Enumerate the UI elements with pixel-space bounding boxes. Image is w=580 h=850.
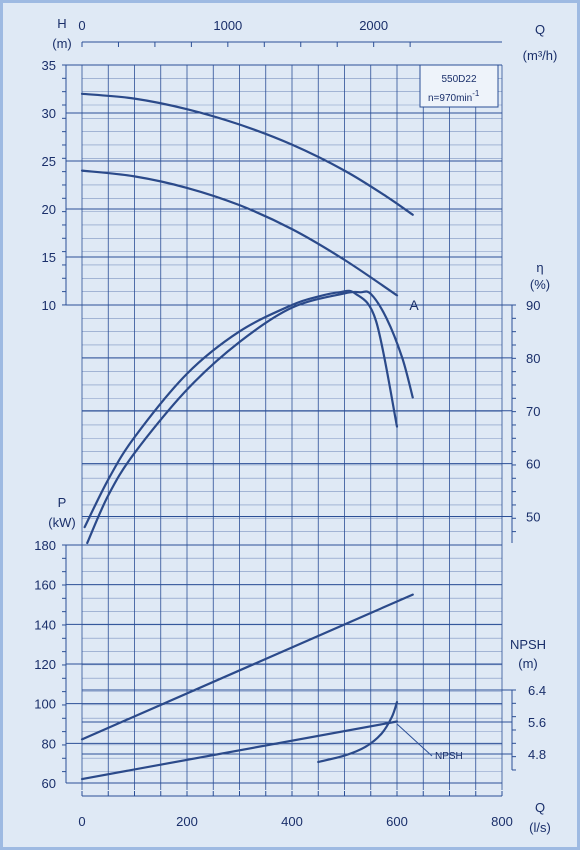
efficiency-tick-label: 60 — [526, 457, 540, 472]
flow-m3h-tick-label: 0 — [78, 18, 85, 33]
power-tick-label: 120 — [34, 657, 56, 672]
efficiency-axis-title: η — [536, 260, 543, 275]
curve-a-label: A — [409, 297, 419, 313]
flow-ls-tick-label: 800 — [491, 814, 513, 829]
legend-speed-text: n=970min — [428, 93, 472, 104]
head-curve-1 — [80, 92, 414, 216]
head-axis-unit: (m) — [52, 36, 72, 51]
flow-ls-tick-label: 600 — [386, 814, 408, 829]
flow-m3h-axis-title: Q — [535, 22, 545, 37]
power-tick-label: 100 — [34, 697, 56, 712]
head-tick-label: 20 — [42, 202, 56, 217]
npsh-tick-label: 4.8 — [528, 747, 546, 762]
efficiency-axis-unit: (%) — [530, 277, 550, 292]
npsh-axis-unit: (m) — [518, 656, 538, 671]
power-tick-label: 160 — [34, 578, 56, 593]
power-axis-title: P — [58, 495, 67, 510]
head-tick-label: 30 — [42, 106, 56, 121]
flow-ls-tick-label: 0 — [78, 814, 85, 829]
power-axis-unit: (kW) — [48, 515, 75, 530]
flow-ls-axis-unit: (l/s) — [529, 820, 551, 835]
npsh-tick-label: 5.6 — [528, 715, 546, 730]
efficiency-tick-label: 50 — [526, 510, 540, 525]
npsh-axis-title: NPSH — [510, 637, 546, 652]
flow-ls-tick-label: 400 — [281, 814, 303, 829]
head-tick-label: 35 — [42, 58, 56, 73]
head-curve-2 — [80, 169, 399, 297]
npsh-leader-line — [396, 723, 433, 757]
efficiency-tick-label: 70 — [526, 404, 540, 419]
head-tick-label: 15 — [42, 250, 56, 265]
flow-m3h-tick-label: 2000 — [359, 18, 388, 33]
legend-speed-exponent: -1 — [472, 89, 480, 98]
power-curve-6 — [80, 720, 399, 781]
power-tick-label: 180 — [34, 538, 56, 553]
npsh-curve-7 — [317, 700, 399, 764]
efficiency-curve-3 — [83, 289, 399, 529]
power-tick-label: 80 — [42, 736, 56, 751]
head-axis-title: H — [57, 16, 66, 31]
flow-ls-axis-title: Q — [535, 800, 545, 815]
legend-speed: n=970min-1 — [428, 89, 480, 104]
flow-m3h-axis-unit: (m³/h) — [523, 48, 558, 63]
axes: 10 15 20 25 30 35 60 80 100 120 140 160 180 50 60 70 80 9… — [34, 18, 546, 829]
head-tick-label: 10 — [42, 298, 56, 313]
efficiency-tick-label: 80 — [526, 351, 540, 366]
power-tick-label: 60 — [42, 776, 56, 791]
efficiency-tick-label: 90 — [526, 298, 540, 313]
head-tick-label: 25 — [42, 154, 56, 169]
npsh-tick-label: 6.4 — [528, 683, 546, 698]
npsh-curve-label: NPSH — [435, 751, 463, 762]
power-curve-5 — [80, 593, 414, 741]
flow-m3h-tick-label: 1000 — [213, 18, 242, 33]
flow-ls-tick-label: 200 — [176, 814, 198, 829]
curves — [80, 92, 414, 781]
legend-box: 550D22 n=970min-1 — [419, 64, 499, 108]
power-tick-label: 140 — [34, 617, 56, 632]
legend-model: 550D22 — [441, 74, 476, 85]
labels: H (m) Q (m³/h) η (%) P (kW) NPSH (m) Q (… — [48, 16, 557, 835]
efficiency-curve-4 — [86, 290, 414, 545]
